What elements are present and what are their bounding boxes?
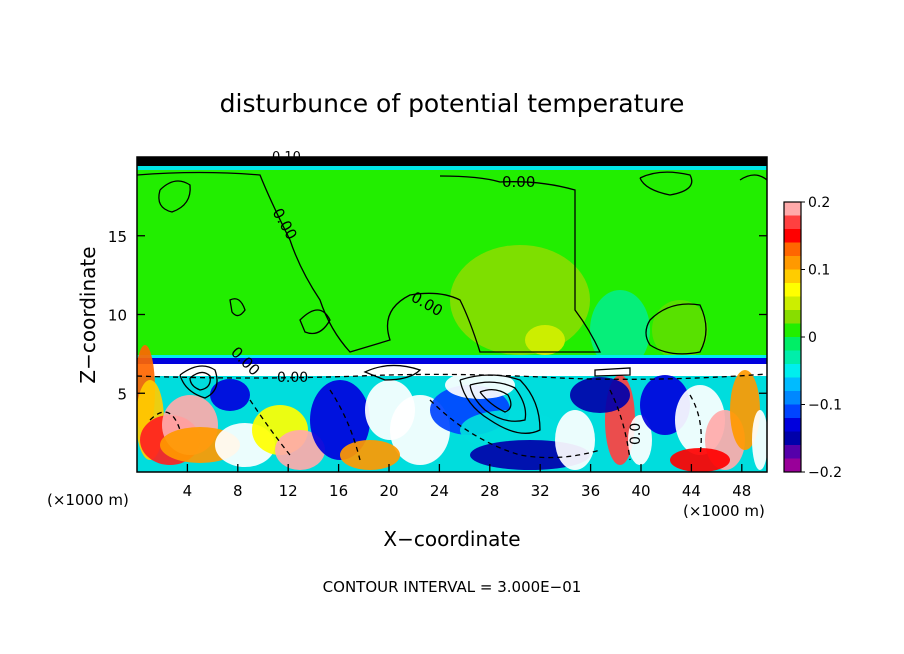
colorbar-swatch xyxy=(784,296,801,311)
colorbar-swatch xyxy=(784,256,801,270)
contour-line-negative xyxy=(689,394,702,456)
colorbar-swatch xyxy=(784,364,801,378)
field-blob xyxy=(340,440,400,470)
contour-line xyxy=(469,381,527,422)
colorbar-tick-label: −0.2 xyxy=(808,465,842,481)
y-tick-label: 10 xyxy=(108,307,127,325)
field-blob xyxy=(670,448,730,472)
colorbar-swatch xyxy=(784,445,801,459)
y-tick-label: 5 xyxy=(117,385,127,403)
contour-label: 0.10 xyxy=(272,150,301,165)
x-axis: 4 8 12 16 20 24 28 32 36 40 44 48 xyxy=(183,157,751,500)
contour-line-negative xyxy=(137,373,767,380)
contour-label: 0.00 xyxy=(277,370,308,386)
contour-lines xyxy=(137,171,767,461)
colorbar-swatch xyxy=(784,310,801,324)
contour-line xyxy=(189,371,211,391)
colorbar-swatch xyxy=(784,431,801,446)
colorbar-swatch xyxy=(784,269,801,284)
x-tick-label: 48 xyxy=(732,482,751,500)
x-tick-label: 20 xyxy=(379,482,398,500)
field-blob xyxy=(275,430,325,470)
x-unit-label-left: (×1000 m) xyxy=(47,491,129,509)
contour-line-negative xyxy=(149,411,181,431)
field-blob xyxy=(555,410,595,470)
colorbar-swatch xyxy=(784,418,801,432)
contour-line xyxy=(739,174,767,181)
colorbar-tick-label: 0.1 xyxy=(808,263,830,279)
colorbar-tick-label: −0.1 xyxy=(808,398,842,414)
x-tick-label: 24 xyxy=(430,482,449,500)
x-tick-label: 12 xyxy=(279,482,298,500)
cool-anomaly-region-2 xyxy=(652,300,708,360)
contour-line xyxy=(639,171,693,196)
contour-line xyxy=(158,180,191,213)
x-tick-label: 16 xyxy=(329,482,348,500)
colorbar-ticks: 0.2 0.1 0 −0.1 −0.2 xyxy=(801,195,842,481)
contour-line xyxy=(299,309,331,335)
x-unit-label-right: (×1000 m) xyxy=(683,502,765,520)
chart-title: disturbunce of potential temperature xyxy=(220,89,685,118)
cool-anomaly-region xyxy=(590,290,650,370)
x-tick-label: 4 xyxy=(183,482,193,500)
colorbar-swatch xyxy=(784,391,801,405)
colorbar-swatch xyxy=(784,404,801,419)
contour-line xyxy=(137,171,602,353)
lower-blobs xyxy=(137,345,767,472)
colorbar-swatch xyxy=(784,215,801,230)
colorbar-swatch xyxy=(784,337,801,351)
x-tick-label: 36 xyxy=(581,482,600,500)
y-axis: 5 10 15 xyxy=(108,228,767,403)
y-tick-label: 15 xyxy=(108,228,127,246)
contour-line xyxy=(179,365,218,399)
field-blob xyxy=(570,377,630,413)
tropopause-band-cyan xyxy=(137,355,767,358)
colorbar xyxy=(783,201,802,473)
lower-white-band xyxy=(137,364,767,376)
colorbar-swatch xyxy=(784,350,801,365)
warm-anomaly-core xyxy=(525,325,565,355)
x-tick-label: 28 xyxy=(480,482,499,500)
contour-interval-note: CONTOUR INTERVAL = 3.000E−01 xyxy=(323,578,582,596)
colorbar-swatch xyxy=(784,229,801,243)
colorbar-swatch xyxy=(784,458,801,473)
field-blob xyxy=(210,379,250,411)
contour-line-negative xyxy=(609,389,631,461)
colorbar-swatch xyxy=(784,377,801,392)
tropopause-band-blue xyxy=(137,358,767,364)
field-blob xyxy=(752,410,767,470)
top-band xyxy=(137,157,767,167)
x-tick-label: 32 xyxy=(531,482,550,500)
plot-area xyxy=(137,157,767,472)
top-cyan-line xyxy=(137,166,767,170)
colorbar-swatch xyxy=(784,283,801,297)
contour-line xyxy=(229,298,246,317)
field-blob xyxy=(445,371,515,399)
contour-label: 0.00 xyxy=(502,173,535,191)
field-blob xyxy=(310,380,370,460)
contour-line-negative xyxy=(429,399,601,459)
colorbar-swatch xyxy=(784,242,801,257)
x-tick-label: 40 xyxy=(631,482,650,500)
contour-line xyxy=(363,364,422,381)
warm-anomaly-region xyxy=(450,245,590,355)
x-tick-label: 44 xyxy=(682,482,701,500)
contour-line xyxy=(459,374,541,434)
contour-line xyxy=(479,388,512,413)
x-axis-label: X−coordinate xyxy=(383,527,520,551)
colorbar-tick-label: 0 xyxy=(808,330,817,346)
colorbar-tick-label: 0.2 xyxy=(808,195,830,211)
contour-line xyxy=(645,303,707,355)
field-blob xyxy=(628,415,652,465)
contour-label: 0.0 xyxy=(628,423,644,445)
x-tick-label: 8 xyxy=(233,482,243,500)
colorbar-swatch xyxy=(784,323,801,338)
colorbar-swatch xyxy=(784,202,801,216)
contour-line-negative xyxy=(329,389,361,461)
contour-line xyxy=(594,367,631,377)
y-axis-label: Z−coordinate xyxy=(76,246,100,383)
